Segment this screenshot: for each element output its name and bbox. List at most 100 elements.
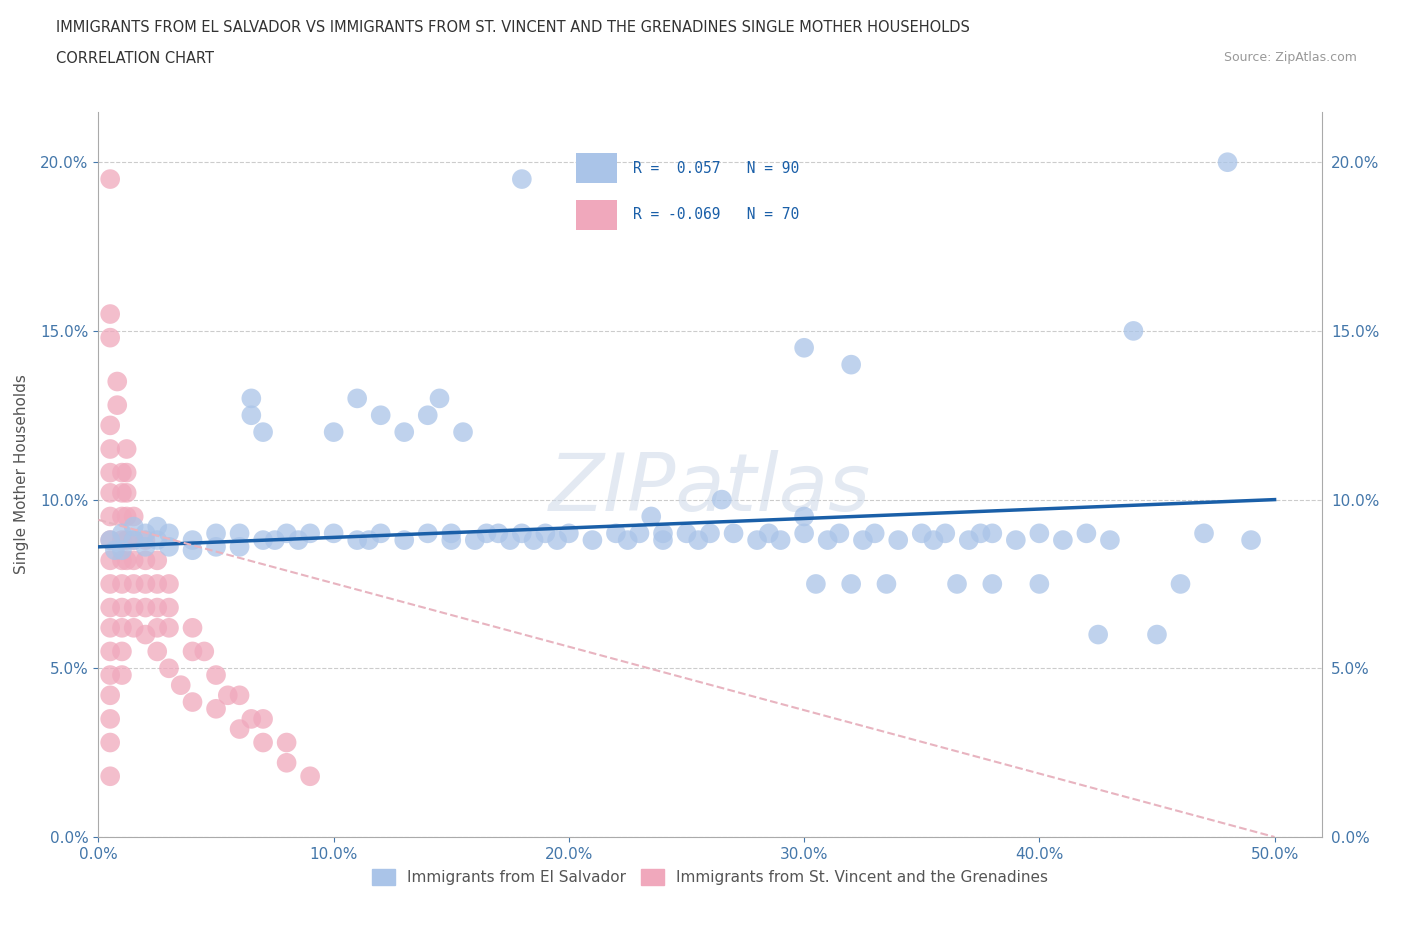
Point xyxy=(969,525,991,540)
Point xyxy=(134,627,156,642)
Point xyxy=(758,525,780,540)
Point xyxy=(1098,533,1121,548)
Point xyxy=(429,391,451,405)
Point xyxy=(839,577,862,591)
Point xyxy=(98,509,121,524)
Point xyxy=(98,465,121,480)
Point xyxy=(817,533,839,548)
Point xyxy=(392,533,416,548)
Point xyxy=(98,600,121,615)
Point xyxy=(652,525,675,540)
Point xyxy=(146,577,169,591)
Point xyxy=(263,533,285,548)
Text: IMMIGRANTS FROM EL SALVADOR VS IMMIGRANTS FROM ST. VINCENT AND THE GRENADINES SI: IMMIGRANTS FROM EL SALVADOR VS IMMIGRANT… xyxy=(56,20,970,35)
Point xyxy=(346,533,368,548)
Point xyxy=(240,408,263,423)
Point xyxy=(852,533,875,548)
Point xyxy=(957,533,980,548)
Point xyxy=(769,533,792,548)
Point xyxy=(157,577,180,591)
Point xyxy=(558,525,581,540)
Point xyxy=(510,172,533,187)
Point xyxy=(111,465,134,480)
Text: ZIPatlas: ZIPatlas xyxy=(548,450,872,528)
Point xyxy=(1240,533,1263,548)
Point xyxy=(510,525,533,540)
Point xyxy=(416,408,439,423)
Point xyxy=(98,577,121,591)
Point xyxy=(875,577,897,591)
Point xyxy=(1028,577,1050,591)
Point xyxy=(104,543,127,558)
Point xyxy=(134,539,156,554)
Point xyxy=(252,533,274,548)
Point xyxy=(157,661,180,676)
Point xyxy=(134,533,156,548)
Point xyxy=(98,644,121,658)
Point xyxy=(98,711,121,726)
Point xyxy=(392,425,416,440)
Point xyxy=(193,644,215,658)
Point xyxy=(134,600,156,615)
Point xyxy=(146,620,169,635)
Point xyxy=(98,485,121,500)
Point xyxy=(111,668,134,683)
Point xyxy=(217,688,239,703)
Point xyxy=(111,600,134,615)
Point xyxy=(134,553,156,568)
Point xyxy=(181,620,204,635)
Point xyxy=(111,577,134,591)
Point xyxy=(745,533,768,548)
Point xyxy=(181,543,204,558)
Point xyxy=(98,688,121,703)
Point xyxy=(499,533,522,548)
Point xyxy=(146,533,169,548)
Point xyxy=(240,391,263,405)
Point xyxy=(122,577,145,591)
Point xyxy=(98,668,121,683)
Point xyxy=(675,525,697,540)
Point xyxy=(111,644,134,658)
Point xyxy=(181,644,204,658)
Point xyxy=(98,553,121,568)
Point xyxy=(122,553,145,568)
Point xyxy=(111,543,134,558)
Point xyxy=(228,539,250,554)
Point xyxy=(122,533,145,548)
Point xyxy=(157,600,180,615)
Point xyxy=(157,539,180,554)
Point xyxy=(1146,627,1168,642)
Point xyxy=(1122,324,1144,339)
Point xyxy=(122,533,145,548)
Point xyxy=(523,533,546,548)
Point xyxy=(451,425,474,440)
Point xyxy=(111,525,134,540)
Point xyxy=(115,509,138,524)
Point xyxy=(157,525,180,540)
Point xyxy=(134,577,156,591)
Point xyxy=(111,485,134,500)
Point xyxy=(440,525,463,540)
Point xyxy=(299,525,322,540)
Point xyxy=(228,722,250,737)
Point xyxy=(934,525,956,540)
Point xyxy=(946,577,969,591)
Point xyxy=(146,644,169,658)
Point xyxy=(1170,577,1192,591)
Point xyxy=(475,525,498,540)
Point xyxy=(1216,154,1239,169)
Y-axis label: Single Mother Households: Single Mother Households xyxy=(14,375,30,574)
Point xyxy=(98,533,121,548)
Text: Source: ZipAtlas.com: Source: ZipAtlas.com xyxy=(1223,51,1357,64)
Point xyxy=(181,533,204,548)
Point xyxy=(828,525,851,540)
Point xyxy=(416,525,439,540)
Point xyxy=(322,525,344,540)
Text: CORRELATION CHART: CORRELATION CHART xyxy=(56,51,214,66)
Point xyxy=(464,533,486,548)
Point xyxy=(115,533,138,548)
Point xyxy=(115,553,138,568)
Point xyxy=(616,533,638,548)
Point xyxy=(115,465,138,480)
Point xyxy=(98,533,121,548)
